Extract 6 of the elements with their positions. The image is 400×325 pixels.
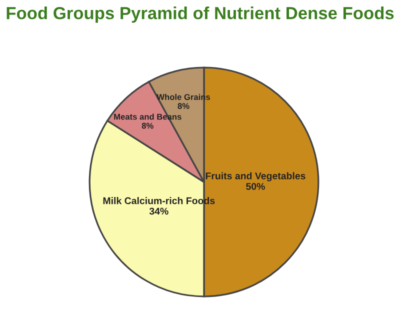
data-label: 8% [178, 103, 190, 109]
chart-title: Food Groups Pyramid of Nutrient Dense Foods [6, 6, 394, 23]
data-label: 8% [142, 122, 154, 129]
slice-label: Fruits and Vegetables [206, 172, 306, 182]
data-label: 50% [246, 182, 265, 190]
data-label: 34% [149, 208, 168, 215]
